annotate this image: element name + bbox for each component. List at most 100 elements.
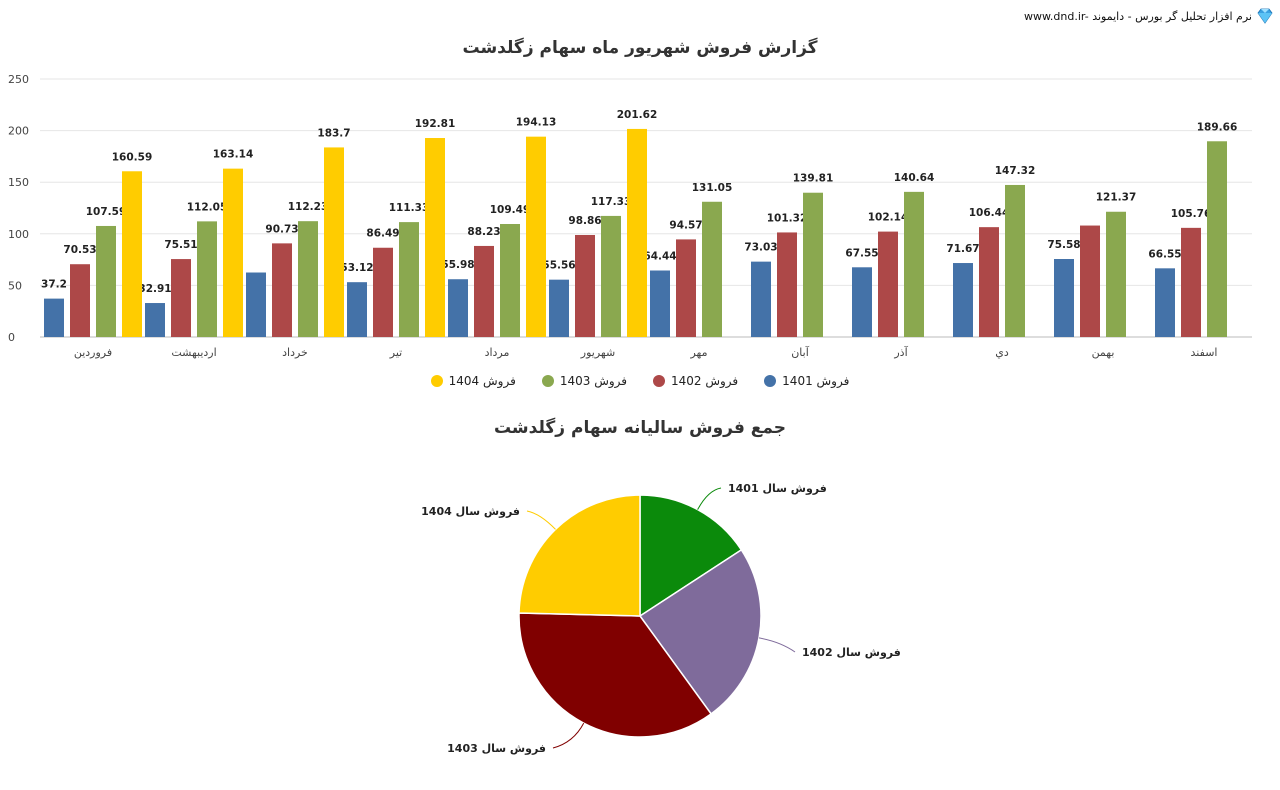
data-label: 106.44 — [969, 207, 1010, 219]
data-label: 75.51 — [164, 239, 197, 251]
x-tick-label: آبان — [791, 345, 809, 359]
legend-label: فروش 1402 — [671, 374, 739, 388]
data-label: 73.03 — [744, 242, 777, 254]
data-label: 201.62 — [617, 109, 658, 121]
data-label: 109.49 — [490, 204, 531, 216]
bar — [448, 279, 468, 337]
legend-item-1404: فروش 1404 — [430, 374, 516, 388]
legend-item-1403: فروش 1403 — [541, 374, 627, 388]
data-label: 67.55 — [845, 247, 878, 259]
data-label: 131.05 — [692, 182, 733, 194]
y-tick-label: 150 — [8, 176, 29, 189]
y-tick-label: 200 — [8, 125, 29, 138]
legend-swatch — [764, 375, 777, 387]
pie-leader-line — [697, 487, 722, 510]
pie-leader-line — [552, 722, 585, 749]
data-label: 117.33 — [591, 196, 632, 208]
data-label: 121.37 — [1096, 192, 1137, 204]
pie-slice-label: فروش سال 1401 — [728, 482, 827, 495]
bar — [70, 264, 90, 337]
data-label: 194.13 — [516, 117, 557, 129]
data-label: 53.12 — [340, 262, 373, 274]
legend-label: فروش 1403 — [559, 374, 627, 388]
data-label: 111.33 — [389, 202, 430, 214]
data-label: 55.98 — [441, 259, 474, 271]
bar — [575, 234, 595, 337]
x-tick-label: مهر — [689, 346, 707, 359]
bar — [904, 191, 924, 337]
bar — [145, 303, 165, 337]
bar — [1155, 268, 1175, 337]
bar — [526, 136, 546, 337]
bar — [399, 222, 419, 337]
bar — [96, 225, 116, 337]
pie-slice-label: فروش سال 1402 — [802, 646, 901, 659]
bar — [979, 227, 999, 337]
pie-slice-label: فروش سال 1404 — [421, 505, 520, 518]
pie-leader-line — [758, 637, 796, 653]
bar-chart: 0 50 100 150 200 250 فروردین اردیبهشت خرداد تیر مر… — [8, 73, 1252, 359]
data-label: 102.14 — [868, 212, 909, 224]
x-tick-label: دي — [995, 346, 1009, 359]
diamond-icon — [1256, 7, 1274, 25]
data-label: 140.64 — [894, 172, 935, 184]
bar — [627, 128, 647, 337]
data-label: 64.44 — [643, 250, 676, 262]
bar — [650, 270, 670, 337]
x-tick-label: شهریور — [580, 346, 615, 359]
bar — [601, 215, 621, 337]
bar — [702, 201, 722, 337]
bar — [324, 147, 344, 337]
data-label: 183.7 — [317, 127, 350, 139]
y-tick-label: 250 — [8, 73, 29, 86]
bar — [549, 279, 569, 337]
bar — [777, 232, 797, 337]
legend-swatch — [653, 375, 665, 387]
bar — [425, 138, 445, 337]
legend-item-1402: فروش 1402 — [653, 374, 738, 388]
bar — [347, 282, 367, 337]
data-label: 70.53 — [63, 244, 96, 256]
x-tick-label: اسفند — [1191, 346, 1218, 359]
bar — [1181, 227, 1201, 337]
pie-slice-label: فروش سال 1403 — [447, 742, 546, 755]
bar — [197, 221, 217, 337]
bar — [171, 259, 191, 337]
data-label: 112.05 — [187, 201, 228, 213]
y-tick-label: 0 — [8, 331, 15, 344]
data-label: 189.66 — [1197, 121, 1238, 133]
data-label: 107.59 — [86, 206, 127, 218]
data-label: 98.86 — [568, 215, 601, 227]
pie-leader-line — [526, 510, 556, 530]
bar — [223, 168, 243, 337]
data-label: 55.56 — [542, 260, 575, 272]
bar-chart-legend: فروش 1404 فروش 1403 فروش 1402 فروش 1401 — [0, 374, 1280, 388]
bar — [298, 221, 318, 337]
bar — [751, 261, 771, 337]
data-label: 86.49 — [366, 228, 399, 240]
x-tick-label: اردیبهشت — [171, 346, 216, 359]
data-label: 32.91 — [138, 283, 171, 295]
data-label: 88.23 — [467, 226, 500, 238]
data-label: 66.55 — [1148, 248, 1181, 260]
data-label: 71.67 — [946, 243, 979, 255]
bar — [1080, 225, 1100, 337]
x-tick-label: بهمن — [1092, 346, 1115, 359]
x-tick-label: فروردین — [74, 346, 112, 359]
data-label: 147.32 — [995, 165, 1036, 177]
bar — [373, 247, 393, 337]
bar — [500, 224, 520, 337]
data-label: 192.81 — [415, 118, 456, 130]
brand-text: www.dnd.ir- نرم افزار تحلیل گر بورس - دا… — [1023, 9, 1252, 23]
bar — [474, 245, 494, 337]
bar — [122, 171, 142, 337]
data-label: 160.59 — [112, 151, 153, 163]
x-tick-label: خرداد — [282, 346, 308, 359]
bar — [272, 243, 292, 337]
pie-slice — [518, 494, 641, 617]
legend-swatch — [541, 375, 554, 387]
x-tick-label: مرداد — [485, 346, 510, 359]
bar — [953, 263, 973, 337]
legend-label: فروش 1401 — [782, 374, 850, 388]
x-tick-label: آذر — [893, 345, 908, 359]
